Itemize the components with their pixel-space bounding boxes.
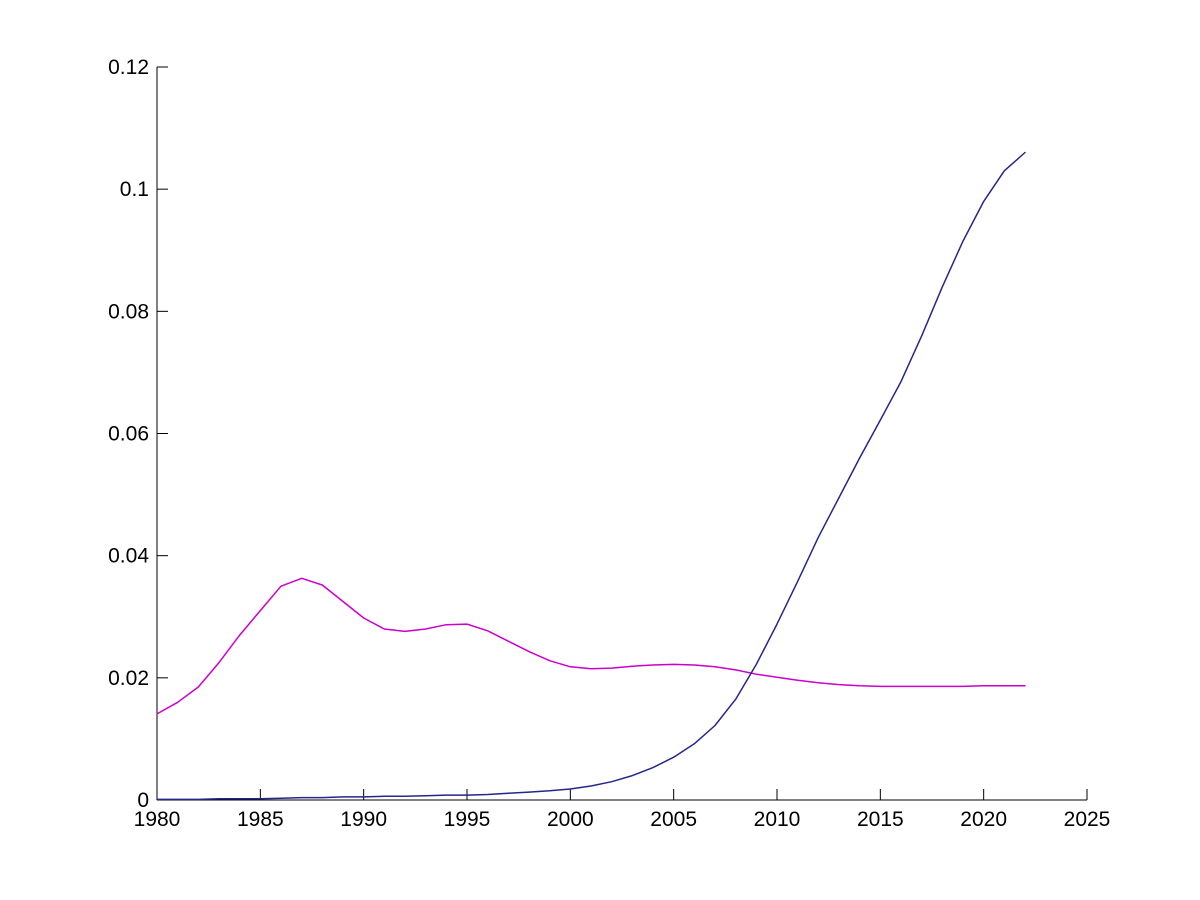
x-tick-label: 2025 — [1064, 808, 1111, 831]
x-tick-label: 1980 — [134, 808, 181, 831]
y-tick-label: 0.12 — [108, 56, 149, 79]
y-tick-label: 0.06 — [108, 423, 149, 446]
x-tick-label: 2005 — [650, 808, 697, 831]
magenta-line — [156, 577, 1026, 715]
x-tick-label: 1985 — [237, 808, 284, 831]
y-tick-label: 0 — [137, 789, 149, 812]
x-tick-label: 2000 — [547, 808, 594, 831]
x-tick-label: 2015 — [857, 808, 904, 831]
x-tick-label: 1995 — [444, 808, 491, 831]
y-tick-label: 0.08 — [108, 300, 149, 323]
y-tick-label: 0.04 — [108, 545, 149, 568]
y-tick-label: 0.1 — [120, 178, 149, 201]
x-tick-label: 1990 — [340, 808, 387, 831]
x-tick-label: 2010 — [754, 808, 801, 831]
blue-line — [156, 151, 1026, 801]
x-tick-label: 2020 — [960, 808, 1007, 831]
y-tick-label: 0.02 — [108, 667, 149, 690]
